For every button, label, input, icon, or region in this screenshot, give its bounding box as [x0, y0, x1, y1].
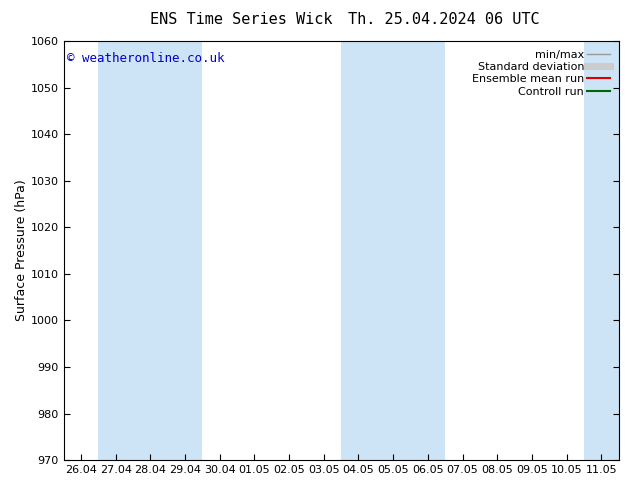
- Bar: [584, 41, 619, 460]
- Text: © weatheronline.co.uk: © weatheronline.co.uk: [67, 51, 224, 65]
- Text: ENS Time Series Wick: ENS Time Series Wick: [150, 12, 332, 27]
- Bar: [98, 41, 202, 460]
- Text: Th. 25.04.2024 06 UTC: Th. 25.04.2024 06 UTC: [348, 12, 540, 27]
- Y-axis label: Surface Pressure (hPa): Surface Pressure (hPa): [15, 180, 28, 321]
- Bar: [341, 41, 445, 460]
- Legend: min/max, Standard deviation, Ensemble mean run, Controll run: min/max, Standard deviation, Ensemble me…: [469, 47, 613, 100]
